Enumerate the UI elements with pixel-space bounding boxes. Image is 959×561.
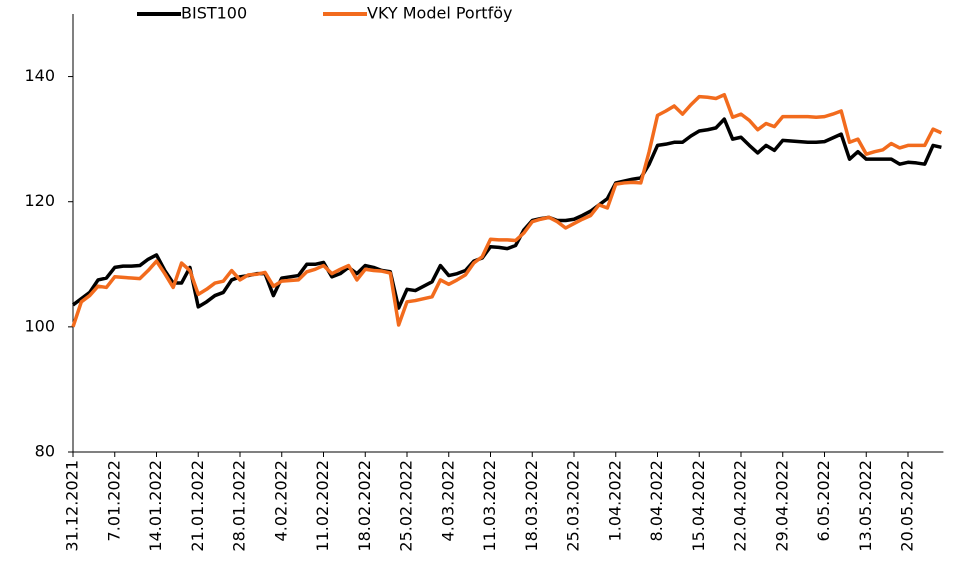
y-tick-label: 140 — [24, 66, 55, 85]
x-tick-label: 11.03.2022 — [480, 460, 499, 552]
x-tick-label: 7.01.2022 — [104, 460, 123, 541]
series-line — [71, 92, 943, 328]
x-tick-label: 28.01.2022 — [230, 460, 249, 552]
x-tick-label: 29.04.2022 — [772, 460, 791, 552]
x-tick-label: 15.04.2022 — [689, 460, 708, 552]
x-tick-label: 1.04.2022 — [605, 460, 624, 541]
x-tick-label: 20.05.2022 — [898, 460, 917, 552]
x-tick-label: 4.03.2022 — [438, 460, 457, 541]
y-tick-label: 80 — [35, 442, 55, 461]
x-tick-label: 18.03.2022 — [522, 460, 541, 552]
x-tick-label: 14.01.2022 — [146, 460, 165, 552]
x-tick-label: 22.04.2022 — [731, 460, 750, 552]
x-tick-label: 31.12.2021 — [63, 460, 82, 552]
x-tick-label: 25.02.2022 — [397, 460, 416, 552]
x-tick-label: 25.03.2022 — [564, 460, 583, 552]
legend-label: VKY Model Portföy — [367, 4, 512, 23]
legend-label: BIST100 — [181, 4, 247, 23]
x-tick-label: 13.05.2022 — [856, 460, 875, 552]
x-tick-label: 21.01.2022 — [188, 460, 207, 552]
y-tick-label: 120 — [24, 191, 55, 210]
series-line — [71, 117, 942, 310]
y-tick-label: 100 — [24, 316, 55, 335]
x-tick-label: 11.02.2022 — [313, 460, 332, 552]
x-tick-label: 18.02.2022 — [355, 460, 374, 552]
x-tick-label: 6.05.2022 — [814, 460, 833, 541]
x-tick-label: 4.02.2022 — [271, 460, 290, 541]
x-tick-label: 8.04.2022 — [647, 460, 666, 541]
